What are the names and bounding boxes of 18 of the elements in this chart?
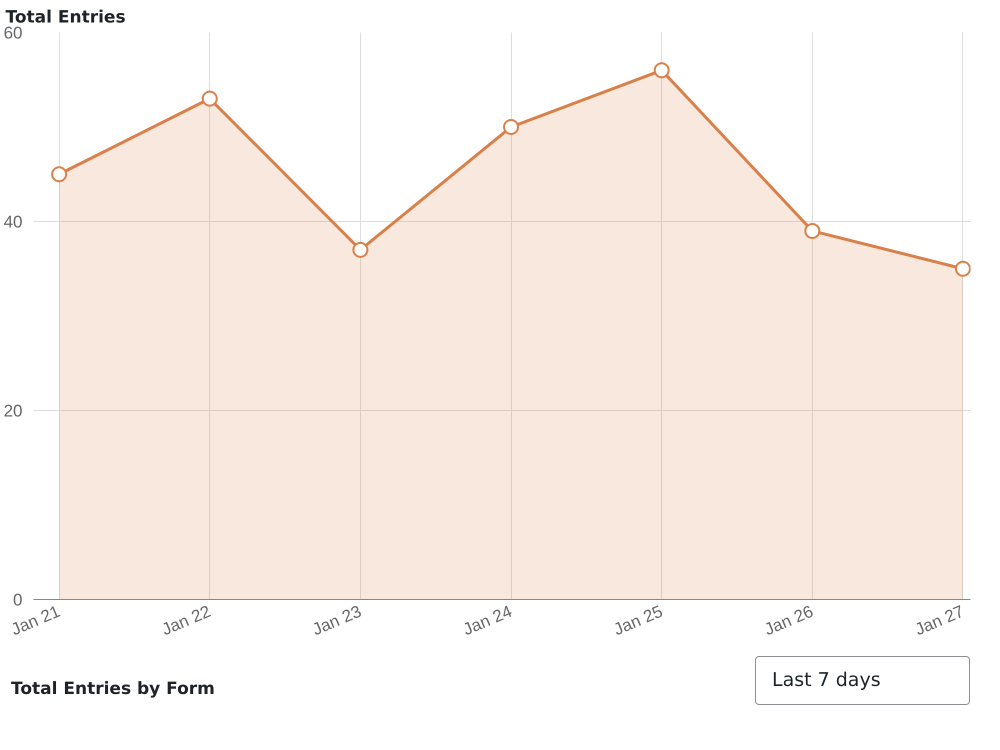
text: Total Entries by Form <box>11 678 215 701</box>
y-tick-label: 40 <box>4 212 23 232</box>
x-tick-label: Jan 23 <box>310 602 364 640</box>
y-tick-label: 20 <box>4 402 23 420</box>
point <box>352 242 368 258</box>
y-tick-label: 0 <box>13 590 23 610</box>
point <box>503 119 520 135</box>
point <box>954 260 970 277</box>
point <box>804 222 820 239</box>
x-tick-label: Jan 26 <box>762 602 816 640</box>
x-tick-label: Jan 27 <box>912 602 967 640</box>
x-tick-label: Jan 25 <box>610 602 666 640</box>
x-tick-label: Jan 22 <box>159 602 214 640</box>
point <box>654 62 670 78</box>
point <box>51 166 68 182</box>
point <box>202 90 218 107</box>
x-tick-label: Jan 24 <box>460 602 515 640</box>
text: Last 7 days <box>772 668 881 693</box>
